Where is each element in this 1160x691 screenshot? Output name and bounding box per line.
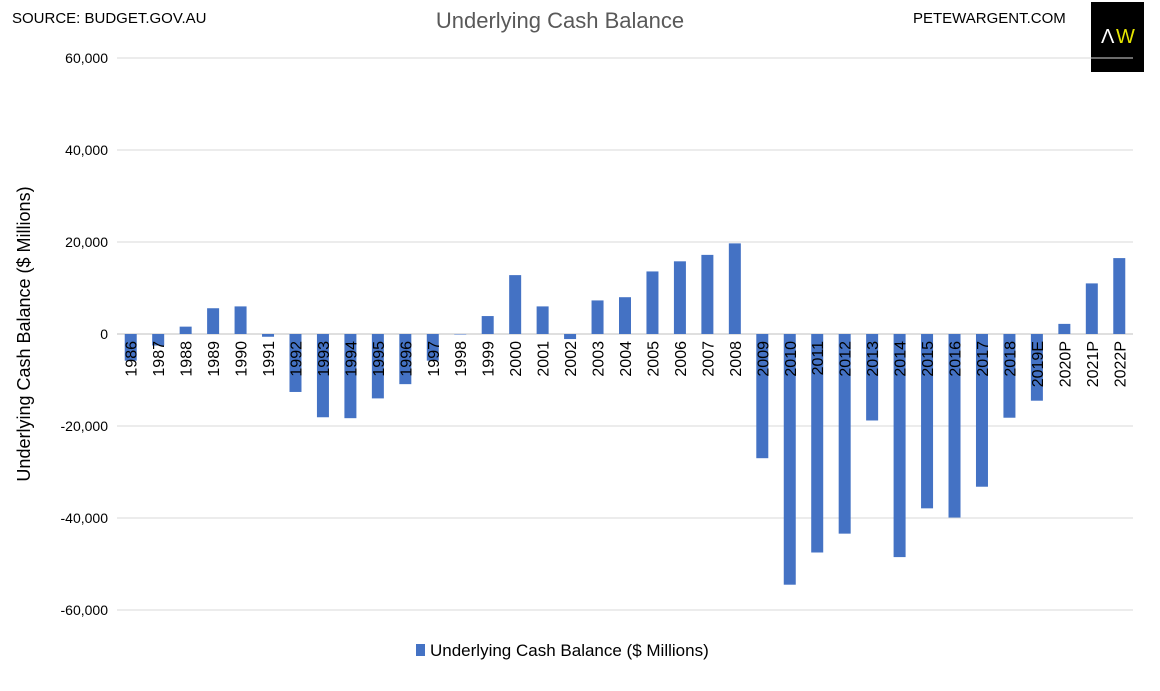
- x-tick-label: 2012: [838, 341, 855, 377]
- x-tick-label: 1997: [426, 341, 443, 377]
- bar: [344, 334, 357, 419]
- x-tick-label: 2008: [728, 341, 745, 377]
- x-tick-label: 1998: [453, 341, 470, 377]
- y-tick-label: -40,000: [61, 510, 109, 526]
- legend-swatch: [416, 644, 425, 656]
- x-tick-label: 2020P: [1057, 341, 1074, 387]
- bar: [426, 334, 439, 361]
- bar: [124, 334, 137, 361]
- x-tick-label: 2011: [810, 341, 827, 376]
- bar: [371, 334, 384, 399]
- x-tick-label: 1988: [179, 341, 196, 377]
- x-tick-label: 2010: [783, 341, 800, 377]
- bar: [316, 334, 329, 418]
- x-tick-label: 1986: [124, 341, 141, 377]
- x-tick-label: 1990: [234, 341, 251, 377]
- chart-title: Underlying Cash Balance: [435, 8, 685, 33]
- x-tick-label: 2018: [1002, 341, 1019, 377]
- bar: [1003, 334, 1016, 418]
- x-tick-label: 2022P: [1112, 341, 1129, 387]
- bar: [454, 334, 467, 335]
- x-tick-label: 1994: [343, 341, 360, 377]
- bar: [866, 334, 879, 421]
- bar: [262, 334, 275, 337]
- source-label: SOURCE: BUDGET.GOV.AU: [12, 10, 207, 27]
- x-tick-label: 2000: [508, 341, 525, 377]
- bar: [673, 261, 686, 334]
- x-tick-label: 2001: [536, 341, 553, 377]
- bar: [1030, 334, 1043, 401]
- bar: [591, 300, 604, 334]
- bar: [783, 334, 796, 585]
- x-tick-label: 2017: [975, 341, 992, 377]
- bar: [1113, 258, 1126, 334]
- y-tick-label: 0: [100, 326, 108, 342]
- bar: [975, 334, 988, 487]
- x-tick-label: 2015: [920, 341, 937, 377]
- bar: [756, 334, 769, 459]
- x-tick-label: 1991: [261, 341, 278, 377]
- x-tick-label: 1993: [316, 341, 333, 377]
- x-tick-label: 2003: [591, 341, 608, 377]
- bar: [234, 306, 247, 334]
- x-tick-label: 2005: [645, 341, 662, 377]
- bar: [811, 334, 824, 553]
- site-label: PETEWARGENT.COM: [913, 10, 1066, 27]
- x-tick-label: 1987: [151, 341, 168, 377]
- x-tick-label: 2009: [755, 341, 772, 377]
- y-axis-title: Underlying Cash Balance ($ Millions): [14, 186, 34, 481]
- bar: [921, 334, 934, 509]
- bar: [207, 308, 220, 334]
- logo-w: W: [1116, 26, 1135, 48]
- logo: Λ W: [1091, 2, 1144, 72]
- bar: [509, 275, 522, 334]
- bar: [399, 334, 412, 385]
- bar: [289, 334, 302, 392]
- y-tick-label: -20,000: [61, 418, 109, 434]
- bar: [1085, 283, 1098, 334]
- legend-label: Underlying Cash Balance ($ Millions): [430, 641, 709, 660]
- bar: [481, 316, 494, 334]
- bar: [728, 243, 741, 334]
- x-tick-label: 2021P: [1085, 341, 1102, 387]
- bar: [619, 297, 631, 334]
- x-tick-label: 1989: [206, 341, 223, 377]
- x-tick-label: 2013: [865, 341, 882, 377]
- bar: [838, 334, 851, 534]
- x-tick-label: 2014: [893, 341, 910, 377]
- bar: [1058, 323, 1071, 334]
- x-tick-label: 2004: [618, 341, 635, 377]
- bar: [893, 334, 906, 558]
- bar: [701, 254, 714, 334]
- logo-a: Λ: [1101, 26, 1115, 48]
- x-tick-label: 1999: [481, 341, 498, 377]
- x-tick-label: 2007: [700, 341, 717, 377]
- y-tick-label: 60,000: [65, 50, 108, 66]
- x-tick-label: 2016: [948, 341, 965, 377]
- bar: [646, 271, 659, 334]
- x-tick-label: 2006: [673, 341, 690, 377]
- bar: [948, 334, 961, 518]
- y-tick-label: 40,000: [65, 142, 108, 158]
- bar: [179, 326, 192, 334]
- bar: [536, 306, 549, 334]
- x-tick-label: 2002: [563, 341, 580, 377]
- y-tick-label: 20,000: [65, 234, 108, 250]
- bar: [152, 334, 165, 346]
- bar: [564, 334, 577, 340]
- x-tick-label: 1992: [288, 341, 305, 377]
- x-tick-label: 1996: [398, 341, 415, 377]
- x-tick-label: 2019E: [1030, 341, 1047, 387]
- y-tick-label: -60,000: [61, 602, 109, 618]
- x-tick-label: 1995: [371, 341, 388, 377]
